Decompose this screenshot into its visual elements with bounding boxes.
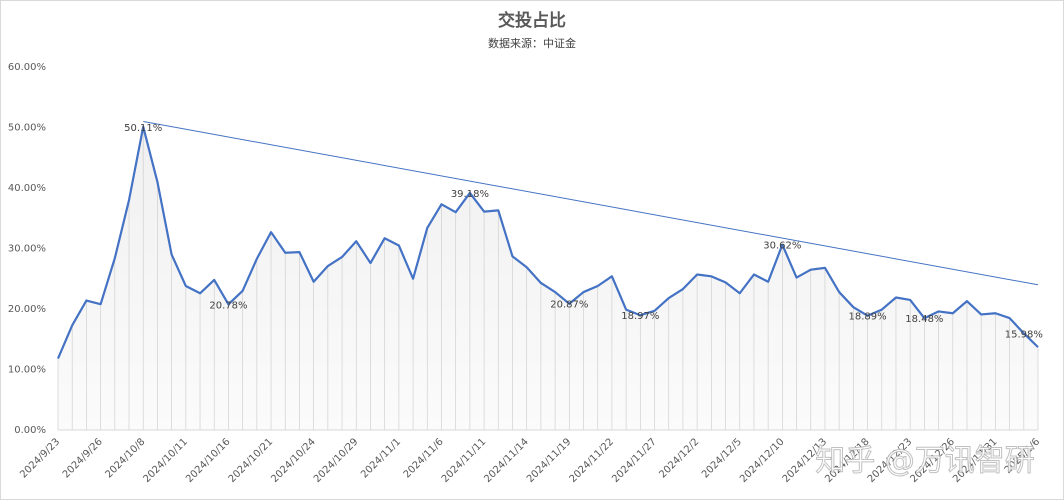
- data-label: 50.11%: [124, 123, 162, 134]
- y-tick-label: 60.00%: [8, 62, 46, 73]
- chart-title: 交投占比: [498, 10, 566, 31]
- y-tick-label: 20.00%: [8, 304, 46, 315]
- y-tick-label: 10.00%: [8, 365, 46, 376]
- data-label: 18.89%: [848, 312, 886, 323]
- trendline: [143, 120, 1039, 286]
- y-tick-label: 50.00%: [8, 123, 46, 134]
- data-label: 18.97%: [621, 311, 659, 322]
- data-label: 30.62%: [763, 241, 801, 252]
- series-line: [56, 125, 1039, 360]
- data-label: 20.87%: [550, 300, 588, 311]
- y-tick-label: 30.00%: [8, 244, 46, 255]
- y-tick-label: 40.00%: [8, 183, 46, 194]
- y-tick-label: 0.00%: [14, 425, 46, 436]
- data-label: 18.48%: [905, 314, 943, 325]
- watermark: 知乎 @万讯智研: [815, 444, 1035, 479]
- data-label: 39.18%: [451, 189, 489, 200]
- chart-subtitle: 数据来源：中证金: [488, 36, 576, 50]
- area: [58, 126, 1038, 430]
- data-label: 15.98%: [1005, 329, 1043, 340]
- data-label: 20.78%: [209, 300, 247, 311]
